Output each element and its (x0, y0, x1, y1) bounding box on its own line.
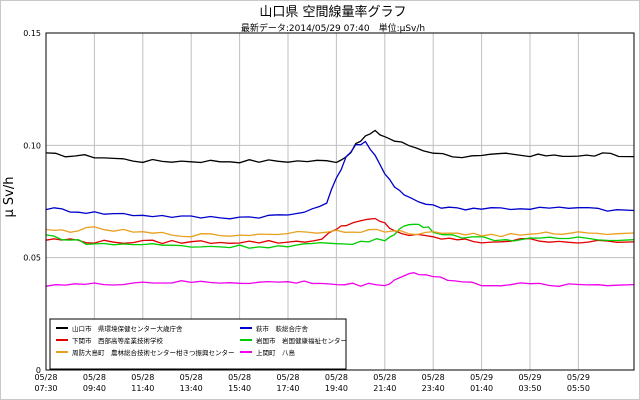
x-tick-time: 05:50 (567, 384, 590, 393)
x-tick-date: 05/28 (83, 373, 106, 382)
x-tick-date: 05/29 (470, 373, 493, 382)
plot-background (46, 33, 634, 370)
plot-area: 0 0.05 0.10 0.15 05/28 07:30 05/28 09:40 05/28 11… (23, 29, 635, 393)
x-tick-time: 19:40 (325, 384, 348, 393)
x-tick-time: 11:40 (131, 384, 154, 393)
legend-label: 上関町 八島 (256, 348, 296, 357)
x-tick-date: 05/29 (518, 373, 541, 382)
legend-label: 岩国市 岩国健康福祉センター (256, 336, 347, 345)
series-line (45, 226, 635, 238)
x-tick-time: 15:40 (228, 384, 251, 393)
series-line (45, 272, 635, 287)
x-tick-date: 05/28 (180, 373, 203, 382)
x-tick-time: 09:40 (83, 384, 106, 393)
legend-label: 周防大島町 農林総合技術センター柑きつ振興センター (72, 348, 235, 357)
series-line (45, 129, 635, 164)
legend-label: 下関市 西部高等産業技術学校 (72, 336, 164, 345)
x-tick-date: 05/28 (325, 373, 348, 382)
chart-title: 山口県 空間線量率グラフ (259, 4, 406, 20)
legend-label: 萩市 萩総合庁舎 (256, 324, 309, 333)
series-line (45, 140, 635, 220)
x-tick-time: 03:50 (518, 384, 541, 393)
x-tick-time: 13:40 (180, 384, 203, 393)
x-tick-date: 05/29 (567, 373, 590, 382)
x-tick-time: 17:40 (276, 384, 299, 393)
y-tick-label: 0.15 (23, 29, 41, 38)
y-tick-label: 0.05 (23, 254, 41, 263)
chart-subtitle: 最新データ:2014/05/29 07:40 単位:μSv/h (241, 22, 425, 34)
x-tick-date: 05/28 (131, 373, 154, 382)
x-tick-date: 05/28 (34, 373, 57, 382)
x-tick-time: 07:30 (34, 384, 57, 393)
x-tick-date: 05/28 (422, 373, 445, 382)
x-tick-time: 21:40 (373, 384, 396, 393)
plot-border (45, 32, 635, 371)
legend-box (49, 318, 347, 370)
y-axis-label: μ Sv/h (2, 177, 17, 218)
x-tick-time: 01:40 (470, 384, 493, 393)
legend-label: 山口市 県環境保健センター大歳庁舎 (72, 324, 183, 333)
x-tick-time: 23:40 (422, 384, 445, 393)
series-line (45, 223, 635, 249)
series-line (45, 217, 635, 245)
x-tick-date: 05/28 (228, 373, 251, 382)
y-tick-label: 0 (36, 366, 41, 375)
x-tick-date: 05/28 (276, 373, 299, 382)
y-tick-label: 0.10 (23, 141, 41, 150)
x-tick-date: 05/28 (373, 373, 396, 382)
